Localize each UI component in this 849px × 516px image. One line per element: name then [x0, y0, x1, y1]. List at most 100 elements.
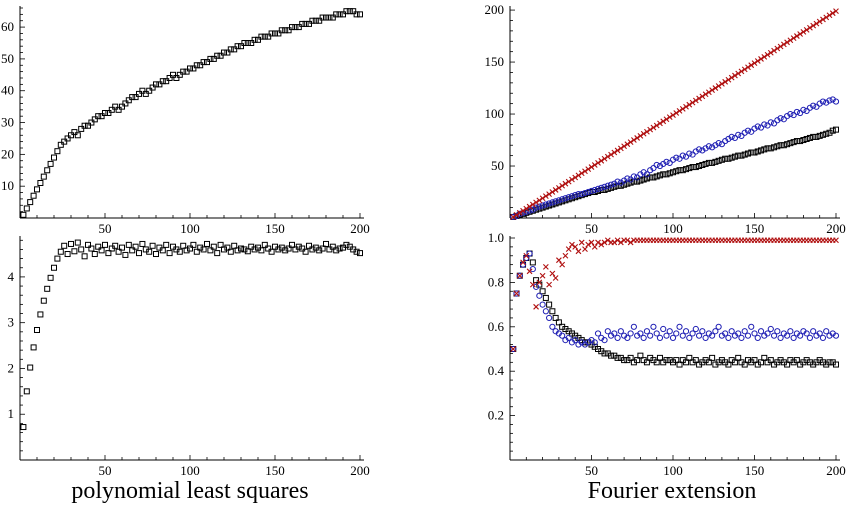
data-point-square	[637, 177, 644, 184]
data-point-square	[823, 130, 830, 137]
data-point-circle	[816, 330, 823, 337]
data-point-circle	[774, 328, 781, 335]
data-point-cross	[601, 239, 608, 246]
data-point-cross	[725, 76, 732, 83]
data-point-square	[686, 165, 693, 172]
data-point-square	[572, 194, 579, 201]
data-point-circle	[526, 250, 533, 257]
data-point-square	[656, 354, 663, 361]
data-point-square	[598, 186, 605, 193]
data-point-cross	[702, 91, 709, 98]
data-point-square	[258, 33, 265, 40]
data-point-square	[214, 52, 221, 59]
data-point-circle	[624, 334, 631, 341]
data-point-cross	[552, 275, 559, 281]
data-point-square	[81, 253, 88, 260]
data-point-square	[744, 150, 751, 157]
data-point-cross	[777, 43, 784, 50]
data-point-square	[85, 122, 91, 129]
data-point-square	[193, 62, 200, 69]
data-point-square	[255, 36, 261, 43]
data-point-square	[692, 357, 699, 364]
data-point-circle	[757, 124, 765, 131]
data-point-cross	[520, 259, 526, 266]
data-point-square	[529, 259, 536, 266]
data-point-square	[353, 11, 360, 18]
data-point-square	[224, 49, 231, 56]
data-point-square	[725, 155, 732, 162]
data-point-square	[696, 163, 703, 170]
data-point-square	[129, 247, 136, 254]
data-point-cross	[536, 197, 543, 204]
data-point-circle	[738, 132, 745, 139]
data-point-cross	[588, 239, 595, 246]
data-point-circle	[777, 115, 784, 122]
data-point-square	[751, 149, 758, 156]
data-point-circle	[803, 107, 810, 115]
data-point-circle	[640, 334, 647, 341]
data-point-square	[306, 242, 312, 249]
data-point-cross	[578, 239, 585, 246]
data-point-square	[309, 17, 316, 24]
data-point-square	[295, 24, 302, 31]
data-point-circle	[643, 328, 651, 335]
data-point-circle	[598, 184, 605, 191]
data-point-cross	[679, 105, 686, 112]
data-point-square	[221, 246, 227, 253]
data-point-square	[302, 20, 309, 27]
data-point-square	[231, 242, 238, 249]
data-point-circle	[591, 186, 598, 194]
data-point-circle	[630, 173, 637, 180]
data-point-square	[20, 211, 27, 218]
data-point-square	[108, 106, 115, 113]
data-point-square	[741, 151, 748, 158]
y-tick-label: 1	[8, 406, 15, 421]
data-point-cross	[533, 199, 539, 206]
data-point-cross	[624, 237, 631, 244]
data-point-circle	[581, 189, 589, 197]
data-point-cross	[604, 237, 611, 244]
data-point-square	[115, 106, 122, 113]
data-point-square	[64, 251, 71, 258]
data-point-cross	[526, 203, 533, 210]
data-point-square	[261, 241, 268, 248]
data-point-circle	[637, 330, 644, 337]
data-point-cross	[764, 51, 771, 58]
data-point-cross	[820, 16, 826, 23]
data-point-circle	[532, 283, 540, 290]
data-point-square	[68, 240, 74, 247]
data-point-square	[61, 242, 68, 249]
data-point-square	[640, 176, 647, 183]
data-point-circle	[735, 330, 742, 337]
data-point-square	[549, 201, 556, 208]
data-point-cross	[539, 272, 546, 279]
data-point-square	[676, 361, 683, 368]
data-point-circle	[797, 332, 804, 339]
data-point-square	[323, 240, 329, 247]
y-tick-label: 150	[485, 54, 505, 69]
data-point-square	[37, 180, 44, 186]
data-point-circle	[663, 158, 670, 165]
data-point-square	[132, 94, 139, 101]
data-point-circle	[725, 334, 732, 341]
data-point-circle	[546, 314, 553, 322]
data-point-square	[751, 357, 758, 364]
data-point-circle	[757, 328, 765, 335]
data-point-square	[125, 241, 132, 248]
data-point-cross	[578, 170, 585, 177]
data-point-square	[149, 84, 156, 91]
data-point-circle	[695, 332, 703, 339]
data-point-square	[565, 196, 572, 203]
data-point-square	[251, 36, 258, 43]
data-point-square	[71, 129, 78, 136]
data-point-square	[34, 186, 40, 193]
data-point-cross	[640, 130, 647, 137]
data-point-circle	[653, 330, 660, 337]
data-point-circle	[761, 121, 768, 128]
data-point-cross	[526, 268, 533, 275]
data-point-square	[689, 164, 696, 171]
series-square	[20, 8, 363, 218]
y-tick-label: 40	[1, 83, 14, 98]
data-point-square	[653, 359, 660, 366]
data-point-circle	[682, 153, 690, 160]
